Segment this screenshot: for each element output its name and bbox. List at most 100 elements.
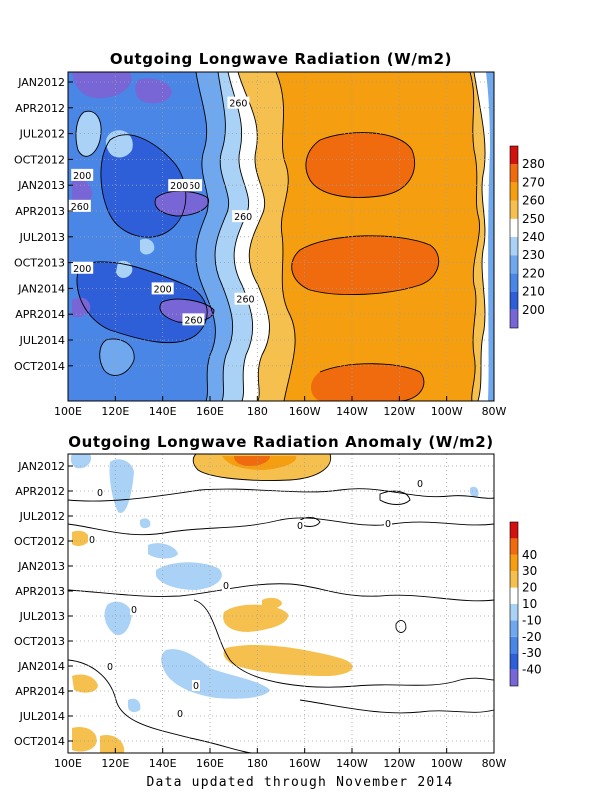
colorbar-tick-label: -10 bbox=[522, 613, 542, 627]
colorbar-tick-label: 40 bbox=[522, 548, 537, 562]
y-tick-label: APR2012 bbox=[15, 102, 65, 115]
colorbar-tick-label: -40 bbox=[522, 663, 542, 677]
colorbar-tick-label: 250 bbox=[522, 212, 545, 226]
contour-label: 260 bbox=[182, 181, 200, 192]
contour-label-bg bbox=[227, 96, 250, 109]
olr-band-210b bbox=[76, 261, 208, 343]
olr-x-ticks: 100E 120E 140E 160E 180 160W 140W 120W 100W 80W bbox=[54, 396, 507, 418]
x-tick-label: 160W bbox=[289, 757, 321, 770]
y-tick-label: JAN2012 bbox=[17, 460, 65, 473]
contour-label: 0 bbox=[107, 662, 113, 673]
anom-neg-h bbox=[470, 486, 479, 497]
olr-contour-pocket-a bbox=[75, 110, 102, 157]
colorbar-frame bbox=[509, 521, 519, 687]
contour-label-bg bbox=[68, 199, 91, 212]
colorbar-swatch bbox=[510, 604, 518, 621]
contour-label-bg bbox=[71, 168, 94, 181]
x-tick-label: 120E bbox=[101, 757, 129, 770]
x-tick-label: 100E bbox=[54, 757, 82, 770]
olr-panel: Outgoing Longwave Radiation (W/m2) bbox=[14, 50, 545, 418]
colorbar-tick-label: 220 bbox=[522, 266, 545, 280]
olr-contour-pocket-e bbox=[99, 338, 135, 376]
y-tick-label: APR2014 bbox=[15, 308, 65, 321]
colorbar-swatch bbox=[510, 218, 518, 237]
olr-core-280-c bbox=[311, 363, 424, 401]
colorbar-frame bbox=[509, 145, 519, 329]
olr-contours bbox=[75, 71, 486, 402]
olr-core-200-c bbox=[72, 177, 93, 206]
contour-label-bg bbox=[96, 487, 104, 498]
anomaly-x-ticks: 100E 120E 140E 160E 180 160W 140W 120W 100W 80W bbox=[54, 748, 507, 770]
anom-pos-g bbox=[100, 734, 125, 753]
olr-pocket-b bbox=[105, 130, 133, 158]
y-tick-label: OCT2012 bbox=[14, 535, 65, 548]
x-tick-label: 160E bbox=[196, 405, 224, 418]
olr-core-280-b bbox=[291, 235, 439, 295]
anom-zero-6 bbox=[299, 699, 495, 714]
y-tick-label: OCT2014 bbox=[14, 735, 65, 748]
contour-label: 260 bbox=[236, 295, 254, 306]
anom-zero-1 bbox=[67, 488, 495, 502]
olr-colorbar: 200 210 220 230 240 250 260 270 280 bbox=[509, 145, 545, 329]
anomaly-grid bbox=[68, 454, 494, 753]
y-tick-label: JAN2014 bbox=[17, 660, 65, 673]
colorbar-swatch bbox=[510, 237, 518, 256]
contour-label-bg bbox=[88, 534, 96, 545]
contour-label-bg bbox=[234, 292, 257, 305]
anomaly-colorbar: -40 -30 -20 -10 10 20 30 40 bbox=[509, 521, 542, 687]
anom-zero-7 bbox=[192, 453, 332, 481]
x-tick-label: 180 bbox=[247, 757, 268, 770]
colorbar-tick-label: -30 bbox=[522, 646, 542, 660]
contour-label: 0 bbox=[223, 581, 229, 592]
contour-label-bg bbox=[176, 708, 184, 719]
y-tick-label: APR2013 bbox=[15, 585, 65, 598]
anomaly-contour-labels: 0 0 0 0 0 0 0 0 0 0 bbox=[88, 478, 424, 720]
colorbar-swatch bbox=[510, 538, 518, 555]
olr-pocket-e bbox=[99, 338, 135, 376]
x-tick-label: 120W bbox=[383, 757, 415, 770]
colorbar-tick-label: 30 bbox=[522, 564, 537, 578]
contour-label-bg bbox=[71, 261, 94, 274]
contour-label-bg bbox=[106, 661, 114, 672]
x-tick-label: 160W bbox=[289, 405, 321, 418]
olr-grid bbox=[68, 72, 494, 401]
contour-label: 200 bbox=[73, 264, 91, 275]
contour-label-bg bbox=[232, 210, 255, 223]
colorbar-swatch bbox=[510, 587, 518, 604]
colorbar-swatch bbox=[510, 255, 518, 274]
y-tick-label: JAN2013 bbox=[17, 179, 65, 192]
olr-core-200-f bbox=[72, 297, 91, 318]
contour-label: 0 bbox=[385, 519, 391, 530]
olr-contour-230 bbox=[214, 71, 234, 402]
colorbar-swatch bbox=[510, 636, 518, 654]
colorbar-tick-label: 10 bbox=[522, 597, 537, 611]
footer-note: Data updated through November 2014 bbox=[146, 775, 454, 790]
colorbar-tick-label: 270 bbox=[522, 175, 545, 189]
anom-neg-i bbox=[70, 454, 92, 469]
colorbar-tick-label: 260 bbox=[522, 194, 545, 208]
anom-neg-e bbox=[104, 601, 132, 636]
y-tick-label: OCT2014 bbox=[14, 360, 65, 373]
x-tick-label: 140E bbox=[149, 405, 177, 418]
y-tick-label: JAN2014 bbox=[17, 282, 65, 295]
contour-label-bg bbox=[192, 680, 200, 691]
anom-zero-4 bbox=[193, 599, 495, 688]
anom-zero-2 bbox=[67, 517, 495, 536]
colorbar-swatch bbox=[510, 291, 518, 310]
olr-core-200-a bbox=[72, 72, 132, 99]
y-tick-label: JUL2012 bbox=[19, 510, 65, 523]
contour-label: 260 bbox=[71, 202, 89, 213]
contour-label: 260 bbox=[184, 315, 202, 326]
contour-label-bg bbox=[222, 580, 230, 591]
colorbar-swatch bbox=[510, 554, 518, 572]
contour-label-bg bbox=[168, 179, 191, 192]
contour-label: 0 bbox=[131, 605, 137, 616]
anom-neg-d bbox=[156, 562, 222, 590]
anomaly-panel: Outgoing Longwave Radiation Anomaly (W/m… bbox=[14, 433, 542, 770]
colorbar-swatch bbox=[510, 309, 518, 328]
x-tick-label: 140W bbox=[336, 757, 368, 770]
contour-label: 0 bbox=[417, 479, 423, 490]
olr-field bbox=[68, 72, 494, 401]
